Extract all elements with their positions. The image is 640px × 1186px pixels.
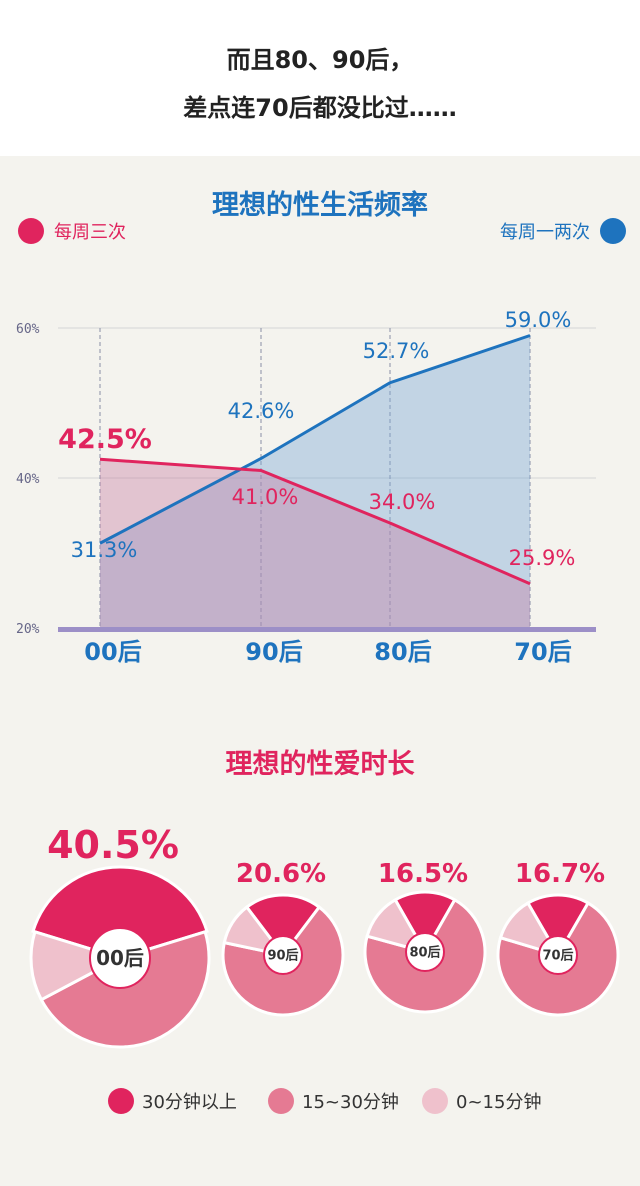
pie-chart-title: 理想的性爱时长 <box>225 749 415 780</box>
pie-headline-value: 20.6% <box>236 859 326 889</box>
x-tick-label: 90后 <box>245 638 302 666</box>
y-tick-label: 40% <box>16 472 40 487</box>
pie-legend-short: 0~15分钟 <box>422 1086 541 1116</box>
pie-slice <box>525 893 591 958</box>
pie-hub <box>405 932 445 972</box>
y-tick-label: 60% <box>16 322 40 337</box>
line-weekly-three <box>99 457 531 586</box>
data-label-weekly-three: 25.9% <box>509 546 576 570</box>
header: 而且80、90后， 差点连70后都没比过…… <box>0 0 640 156</box>
pie-hub-label: 70后 <box>542 948 573 964</box>
data-label-weekly-one-two: 59.0% <box>505 308 572 332</box>
data-label-weekly-three: 41.0% <box>232 485 299 509</box>
x-tick-label: 70后 <box>514 638 571 666</box>
area-weekly-one-two <box>100 335 530 628</box>
pie-legend-mid: 15~30分钟 <box>268 1086 399 1116</box>
area-weekly-three <box>100 459 530 628</box>
data-label-weekly-one-two: 31.3% <box>71 538 138 562</box>
pie-legend-dot-short <box>422 1088 448 1114</box>
pie-legend-long: 30分钟以上 <box>108 1086 237 1116</box>
pie-slice <box>29 929 124 1002</box>
pie-headline-value: 40.5% <box>47 823 179 867</box>
legend-label-weekly-three: 每周三次 <box>54 222 126 243</box>
legend-weekly-one-two: 每周一两次 <box>500 218 626 244</box>
pie-hub-label: 80后 <box>409 945 440 961</box>
data-label-weekly-one-two: 42.6% <box>228 399 295 423</box>
x-tick-label: 00后 <box>84 638 141 666</box>
y-tick-label: 20% <box>16 622 40 637</box>
pie-slice <box>393 890 457 956</box>
x-tick-label: 80后 <box>374 638 431 666</box>
pie-slice <box>244 893 322 958</box>
header-line-2: 差点连70后都没比过…… <box>183 94 457 122</box>
pie-legend-dot-mid <box>268 1088 294 1114</box>
pie-legend-label-mid: 15~30分钟 <box>302 1092 399 1113</box>
line-weekly-one-two <box>99 334 531 545</box>
line-chart-title: 理想的性生活频率 <box>212 190 428 221</box>
pie-slice <box>39 929 211 1049</box>
line-chart: 20% 40% 60% 00后 90后 80后 70后 42.5% 41.0% 34.0% 25.9… <box>16 308 596 666</box>
legend-label-weekly-one-two: 每周一两次 <box>500 222 590 243</box>
pie-hub-label: 90后 <box>267 948 298 964</box>
pie-headline-value: 16.5% <box>378 859 468 889</box>
data-label-weekly-one-two: 52.7% <box>363 339 430 363</box>
pie-slice <box>31 865 209 960</box>
pie-hub-label: 00后 <box>96 946 144 970</box>
pie-hub <box>538 935 578 975</box>
legend-dot-pink <box>18 218 44 244</box>
pie-headline-value: 16.7% <box>515 859 605 889</box>
header-line-1: 而且80、90后， <box>226 46 414 74</box>
pie-legend-label-short: 0~15分钟 <box>456 1092 542 1113</box>
pie-legend-label-long: 30分钟以上 <box>142 1092 237 1113</box>
data-label-weekly-three: 42.5% <box>58 424 152 455</box>
legend-weekly-three: 每周三次 <box>18 218 126 244</box>
pie-hub <box>263 935 303 975</box>
data-label-weekly-three: 34.0% <box>369 490 436 514</box>
pie-legend-dot-long <box>108 1088 134 1114</box>
x-axis-baseline <box>58 627 596 632</box>
legend-dot-blue <box>600 218 626 244</box>
pie-hub <box>89 927 151 989</box>
